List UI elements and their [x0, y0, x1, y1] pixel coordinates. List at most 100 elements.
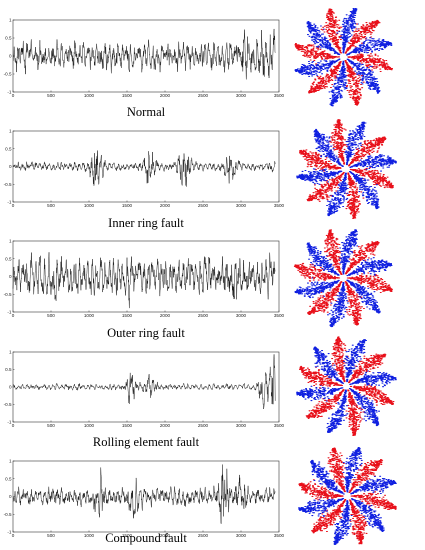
dot-arm	[306, 171, 345, 202]
x-tick-label: 0	[12, 423, 15, 428]
x-tick-label: 1000	[84, 533, 95, 538]
x-tick-label: 3000	[236, 203, 247, 208]
x-tick-label: 0	[12, 93, 15, 98]
y-tick-label: -1	[7, 530, 12, 535]
x-tick-label: 1500	[122, 203, 133, 208]
dot-arm	[348, 458, 384, 494]
dot-arm	[347, 353, 387, 384]
x-tick-label: 3500	[274, 533, 285, 538]
axes-frame	[12, 351, 280, 423]
dot-arm	[294, 43, 340, 65]
dot-arm	[350, 490, 397, 510]
y-tick-label: -1	[7, 310, 12, 315]
dot-arm	[305, 389, 345, 420]
panel-4: 0 500 1000 1500 2000 2500 3000 3500 -1 -0.5 0 0.5 1 R…	[4, 336, 397, 449]
y-tick-label: 0.5	[5, 146, 12, 151]
dot-arm	[346, 272, 393, 294]
symmetrized-dot-pattern	[296, 119, 397, 219]
x-tick-label: 1000	[84, 93, 95, 98]
dot-arm	[311, 498, 347, 534]
dot-arm	[349, 384, 395, 406]
dot-arm	[298, 149, 342, 172]
x-tick-label: 3000	[236, 313, 247, 318]
y-tick-label: 0.5	[5, 36, 12, 41]
x-tick-label: 1000	[84, 203, 95, 208]
signal-line	[12, 354, 276, 410]
symmetrized-dot-pattern	[296, 336, 397, 436]
dot-arm	[298, 479, 344, 501]
dot-arm	[336, 7, 360, 54]
y-tick-label: 1	[9, 129, 12, 134]
panel-label: Inner ring fault	[108, 216, 184, 230]
dot-arm	[350, 498, 385, 533]
x-tick-label: 0	[12, 533, 15, 538]
dot-arm	[339, 229, 359, 275]
dot-arm	[296, 168, 343, 185]
signal-line	[12, 150, 276, 187]
dot-arm	[327, 447, 346, 493]
panel-label: Outer ring fault	[107, 326, 185, 340]
dot-arm	[326, 282, 349, 328]
dot-arm	[344, 19, 381, 54]
y-tick-label: -1	[7, 90, 12, 95]
y-tick-label: -0.5	[4, 292, 12, 297]
x-tick-label: 3500	[274, 423, 285, 428]
x-tick-label: 2000	[160, 313, 171, 318]
panel-label: Rolling element fault	[93, 435, 200, 449]
x-tick-label: 3000	[236, 423, 247, 428]
y-tick-label: 0	[9, 494, 12, 499]
x-tick-label: 1500	[122, 533, 133, 538]
x-tick-label: 3000	[236, 93, 247, 98]
x-tick-label: 1500	[122, 423, 133, 428]
dot-arm	[307, 61, 342, 94]
x-tick-label: 2500	[198, 313, 209, 318]
x-tick-label: 500	[47, 203, 55, 208]
dot-arm	[306, 242, 340, 276]
dot-arm	[294, 58, 341, 77]
dot-arm	[345, 37, 393, 56]
dot-arm	[298, 365, 344, 389]
dot-arm	[349, 370, 397, 388]
dot-arm	[347, 136, 387, 167]
y-tick-label: 0	[9, 164, 12, 169]
panel-label: Compound fault	[105, 531, 187, 545]
dot-arm	[343, 339, 368, 383]
x-tick-label: 2000	[160, 423, 171, 428]
dot-arm	[331, 336, 349, 383]
x-tick-label: 500	[47, 93, 55, 98]
x-tick-label: 500	[47, 313, 55, 318]
x-tick-label: 500	[47, 533, 55, 538]
x-tick-label: 3500	[274, 203, 285, 208]
dot-arm	[344, 121, 367, 166]
dot-arm	[312, 346, 345, 384]
y-tick-label: 0	[9, 385, 12, 390]
x-tick-label: 2000	[160, 93, 171, 98]
dot-arm	[293, 262, 341, 282]
symmetrized-dot-pattern	[298, 446, 397, 545]
dot-arm	[326, 389, 349, 434]
panel-label: Normal	[127, 105, 166, 119]
dot-arm	[346, 58, 381, 94]
y-tick-label: 0	[9, 54, 12, 59]
dot-arm	[346, 279, 381, 314]
x-tick-label: 1500	[122, 313, 133, 318]
dot-arm	[306, 21, 341, 56]
dot-arm	[313, 128, 344, 167]
dot-arm	[326, 172, 349, 217]
y-tick-label: -1	[7, 420, 12, 425]
dot-arm	[323, 229, 343, 276]
signal-line	[12, 28, 276, 80]
y-tick-label: 1	[9, 459, 12, 464]
symmetrized-dot-pattern	[293, 229, 393, 328]
x-tick-label: 1000	[84, 423, 95, 428]
axes-frame	[12, 130, 280, 203]
panel-2: 0 500 1000 1500 2000 2500 3000 3500 -1 -0.5 0 0.5 1 I…	[4, 119, 397, 230]
x-tick-label: 1500	[122, 93, 133, 98]
dot-arm	[333, 500, 353, 545]
y-tick-label: 1	[9, 18, 12, 23]
x-tick-label: 1000	[84, 313, 95, 318]
x-tick-label: 2000	[160, 533, 171, 538]
x-tick-label: 3500	[274, 313, 285, 318]
panel-5: 0 500 1000 1500 2000 2500 3000 3500 -1 -0.5 0 0.5 1 C…	[4, 446, 397, 545]
